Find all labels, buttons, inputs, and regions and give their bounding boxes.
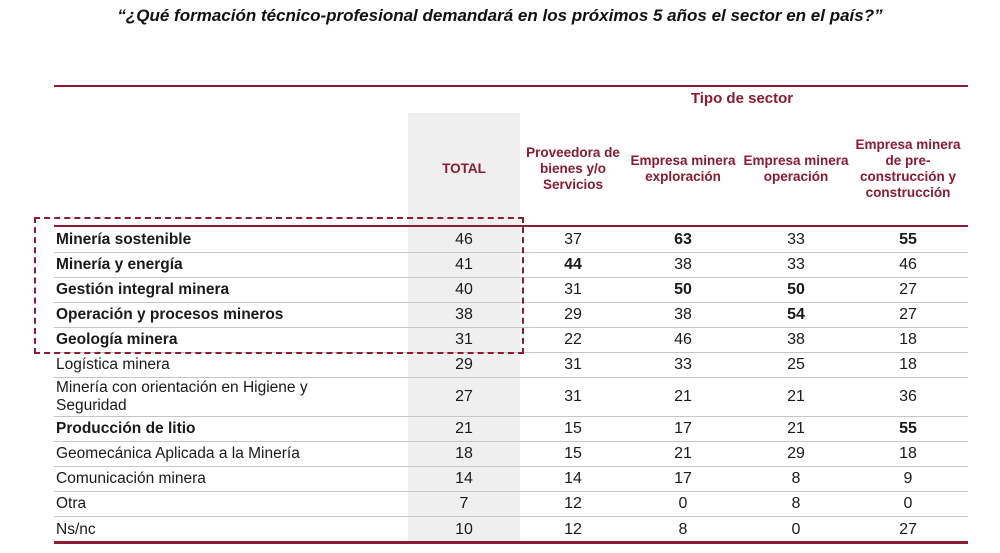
cell-value: 15 (564, 445, 582, 462)
cell-value: 8 (678, 520, 688, 538)
cell-total: 40 (455, 281, 473, 298)
cell-value: 37 (564, 231, 582, 248)
cell-value: 14 (564, 470, 582, 487)
cell-value: 33 (787, 256, 805, 273)
cell-value: 44 (564, 256, 582, 273)
cell-value: 27 (899, 281, 917, 298)
cell-value: 38 (674, 256, 692, 273)
column-header-exploracion: Empresa minera exploración (630, 153, 736, 184)
table-header-row: TOTAL Proveedora de bienes y/o Servicios… (54, 113, 968, 225)
cell-value: 31 (564, 388, 582, 405)
cell-value: 27 (899, 520, 917, 538)
cell-value: 21 (674, 445, 692, 462)
cell-value: 21 (787, 388, 805, 405)
cell-value: 38 (674, 306, 692, 323)
cell-value: 8 (791, 470, 801, 487)
cell-value: 38 (787, 331, 805, 348)
row-label: Logística minera (56, 356, 170, 373)
cell-value: 50 (674, 281, 692, 298)
row-label: Ns/nc (56, 520, 96, 538)
cell-value: 0 (903, 495, 913, 512)
cell-value: 31 (564, 281, 582, 298)
cell-value: 12 (564, 520, 582, 538)
cell-value: 46 (899, 256, 917, 273)
cell-value: 54 (787, 306, 805, 323)
table-row: Minería sostenible 46 37 63 33 55 (54, 228, 968, 253)
cell-total: 46 (455, 231, 473, 248)
cell-value: 21 (787, 420, 805, 437)
cell-value: 63 (674, 231, 692, 248)
table-body: Minería sostenible 46 37 63 33 55 Minería y en… (54, 228, 968, 542)
cell-value: 0 (678, 495, 688, 512)
cell-value: 33 (787, 231, 805, 248)
table-row: Minería y energía 41 44 38 33 46 (54, 253, 968, 278)
row-label: Minería con orientación en Higiene y Seg… (56, 379, 308, 414)
column-header-operacion: Empresa minera operación (743, 153, 849, 184)
row-label: Producción de litio (56, 420, 196, 437)
table-row: Geología minera 31 22 46 38 18 (54, 328, 968, 353)
cell-total: 38 (455, 306, 473, 323)
cell-total: 27 (455, 388, 473, 405)
cell-value: 18 (899, 445, 917, 462)
table-row: Comunicación minera 14 14 17 8 9 (54, 467, 968, 492)
cell-value: 18 (899, 331, 917, 348)
cell-value: 27 (899, 306, 917, 323)
cell-total: 21 (455, 420, 473, 437)
table-row: Ns/nc 10 12 8 0 27 (54, 517, 968, 542)
table-row: Logística minera 29 31 33 25 18 (54, 353, 968, 378)
cell-value: 50 (787, 281, 805, 298)
cell-total: 41 (455, 256, 473, 273)
row-label: Operación y procesos mineros (56, 306, 284, 323)
cell-total: 14 (455, 470, 473, 487)
row-label: Comunicación minera (56, 470, 206, 487)
table-row: Minería con orientación en Higiene y Seg… (54, 378, 968, 417)
table-bottom-rule (54, 541, 968, 544)
cell-total: 10 (455, 520, 473, 538)
table-row: Geomecánica Aplicada a la Minería 18 15 21 2… (54, 442, 968, 467)
cell-total: 7 (459, 495, 469, 512)
row-label: Minería sostenible (56, 231, 192, 248)
cell-value: 36 (899, 388, 917, 405)
column-header-preconstruccion: Empresa minera de pre-construcción y con… (855, 137, 961, 200)
cell-value: 8 (791, 495, 801, 512)
page-title: “¿Qué formación técnico-profesional dema… (117, 6, 883, 25)
table-row: Producción de litio 21 15 17 21 55 (54, 417, 968, 442)
cell-value: 46 (674, 331, 692, 348)
row-label: Gestión integral minera (56, 281, 230, 298)
cell-value: 21 (674, 388, 692, 405)
cell-total: 31 (455, 331, 473, 348)
cell-value: 31 (564, 356, 582, 373)
table-header-rule (54, 225, 968, 227)
cell-value: 29 (564, 306, 582, 323)
table-top-rule (54, 85, 968, 87)
cell-value: 18 (899, 356, 917, 373)
table-row: Operación y procesos mineros 38 29 38 54 27 (54, 303, 968, 328)
cell-value: 15 (564, 420, 582, 437)
table-row: Gestión integral minera 40 31 50 50 27 (54, 278, 968, 303)
row-label: Minería y energía (56, 256, 183, 273)
cell-value: 29 (787, 445, 805, 462)
row-label: Geomecánica Aplicada a la Minería (56, 445, 300, 462)
cell-total: 29 (455, 356, 473, 373)
cell-value: 22 (564, 331, 582, 348)
sector-group-header: Tipo de sector (690, 90, 794, 107)
cell-value: 12 (564, 495, 582, 512)
cell-value: 0 (791, 520, 801, 538)
cell-value: 25 (787, 356, 805, 373)
column-header-proveedora: Proveedora de bienes y/o Servicios (526, 145, 620, 192)
row-label: Otra (56, 495, 87, 512)
row-label: Geología minera (56, 331, 178, 348)
cell-value: 55 (899, 420, 917, 437)
cell-value: 17 (674, 420, 692, 437)
cell-total: 18 (455, 445, 473, 462)
cell-value: 17 (674, 470, 692, 487)
table-row: Otra 7 12 0 8 0 (54, 492, 968, 517)
cell-value: 9 (903, 470, 913, 487)
column-header-total: TOTAL (442, 161, 486, 176)
cell-value: 55 (899, 231, 917, 248)
cell-value: 33 (674, 356, 692, 373)
